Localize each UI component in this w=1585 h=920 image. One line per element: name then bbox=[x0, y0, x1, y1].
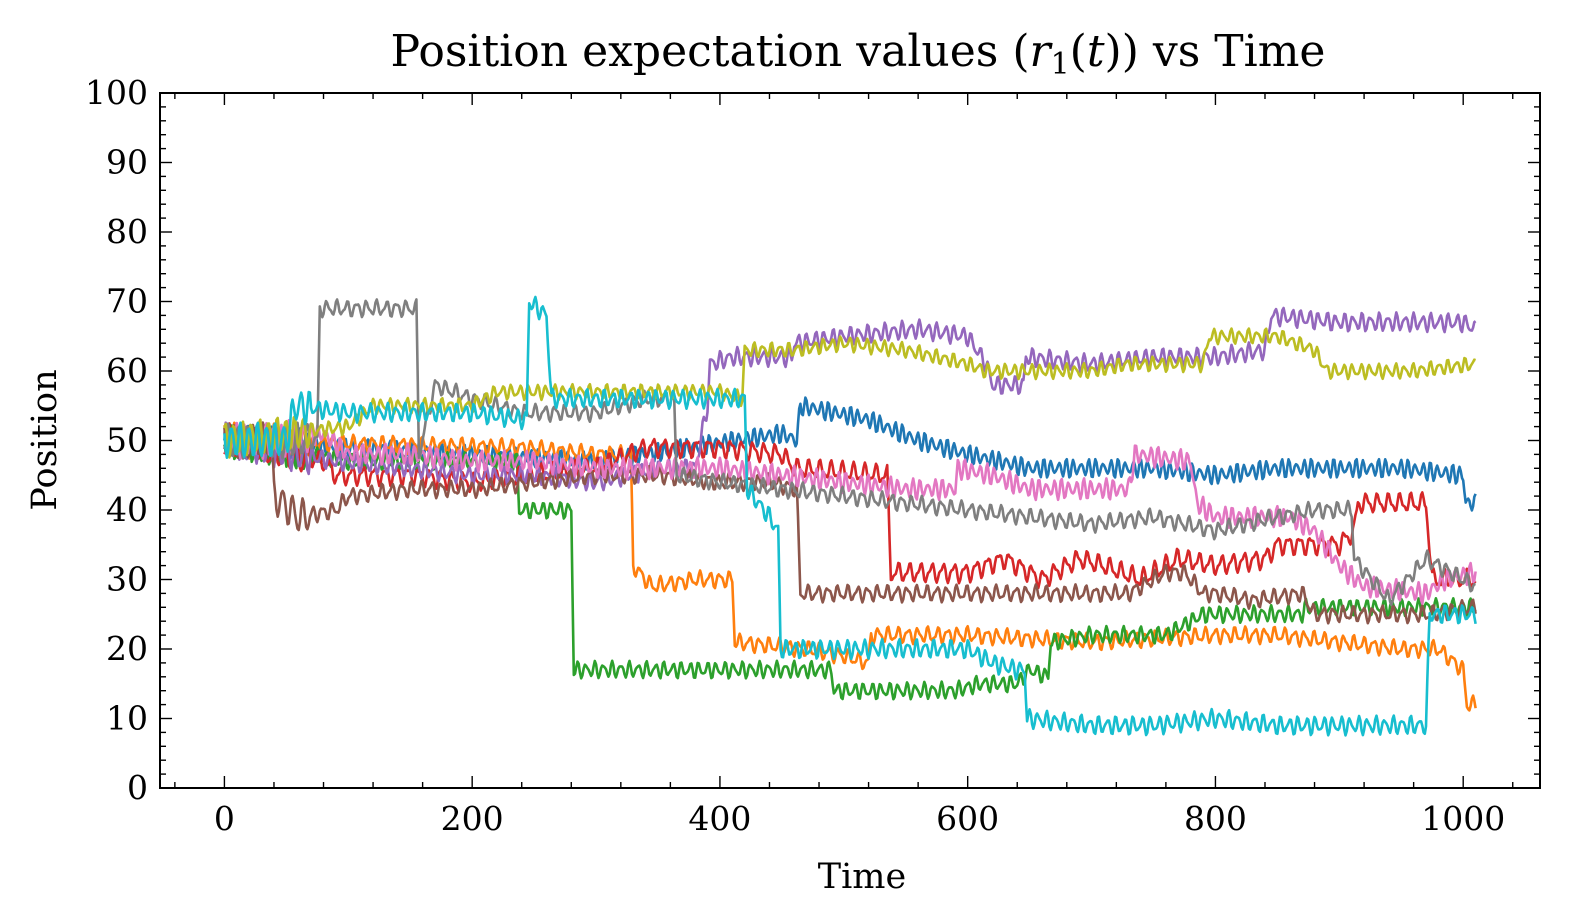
series-line-1 bbox=[223, 396, 1477, 512]
y-tick-label: 100 bbox=[85, 73, 148, 112]
y-tick-label: 80 bbox=[106, 212, 148, 251]
plot-area bbox=[223, 295, 1477, 737]
y-tick-label: 10 bbox=[106, 699, 148, 738]
x-tick-label: 800 bbox=[1184, 799, 1247, 838]
y-tick-label: 40 bbox=[106, 490, 148, 529]
y-tick-label: 30 bbox=[106, 560, 148, 599]
x-tick-label: 200 bbox=[441, 799, 504, 838]
y-tick-label: 50 bbox=[106, 421, 148, 460]
series-line-6 bbox=[223, 421, 1477, 625]
x-tick-label: 600 bbox=[936, 799, 999, 838]
series-line-8 bbox=[223, 298, 1476, 607]
chart-title: Position expectation values (r1(t)) vs T… bbox=[391, 26, 1326, 82]
y-tick-label: 20 bbox=[106, 629, 148, 668]
x-tick-label: 0 bbox=[214, 799, 235, 838]
x-axis-label: Time bbox=[818, 857, 906, 897]
y-tick-label: 0 bbox=[127, 768, 148, 807]
x-tick-label: 1000 bbox=[1421, 799, 1505, 838]
x-tick-label: 400 bbox=[688, 799, 751, 838]
y-tick-label: 90 bbox=[106, 143, 148, 182]
y-axis-label: Position bbox=[25, 369, 65, 510]
y-tick-label: 70 bbox=[106, 282, 148, 321]
series-line-9 bbox=[223, 327, 1476, 459]
series-line-4 bbox=[223, 422, 1477, 590]
y-tick-label: 60 bbox=[106, 351, 148, 390]
series-line-10 bbox=[223, 295, 1477, 737]
axis-ticks: 0 200 400 600 800 1000 0 10 20 30 40 50 60 70 80 90 100 bbox=[85, 73, 1540, 838]
